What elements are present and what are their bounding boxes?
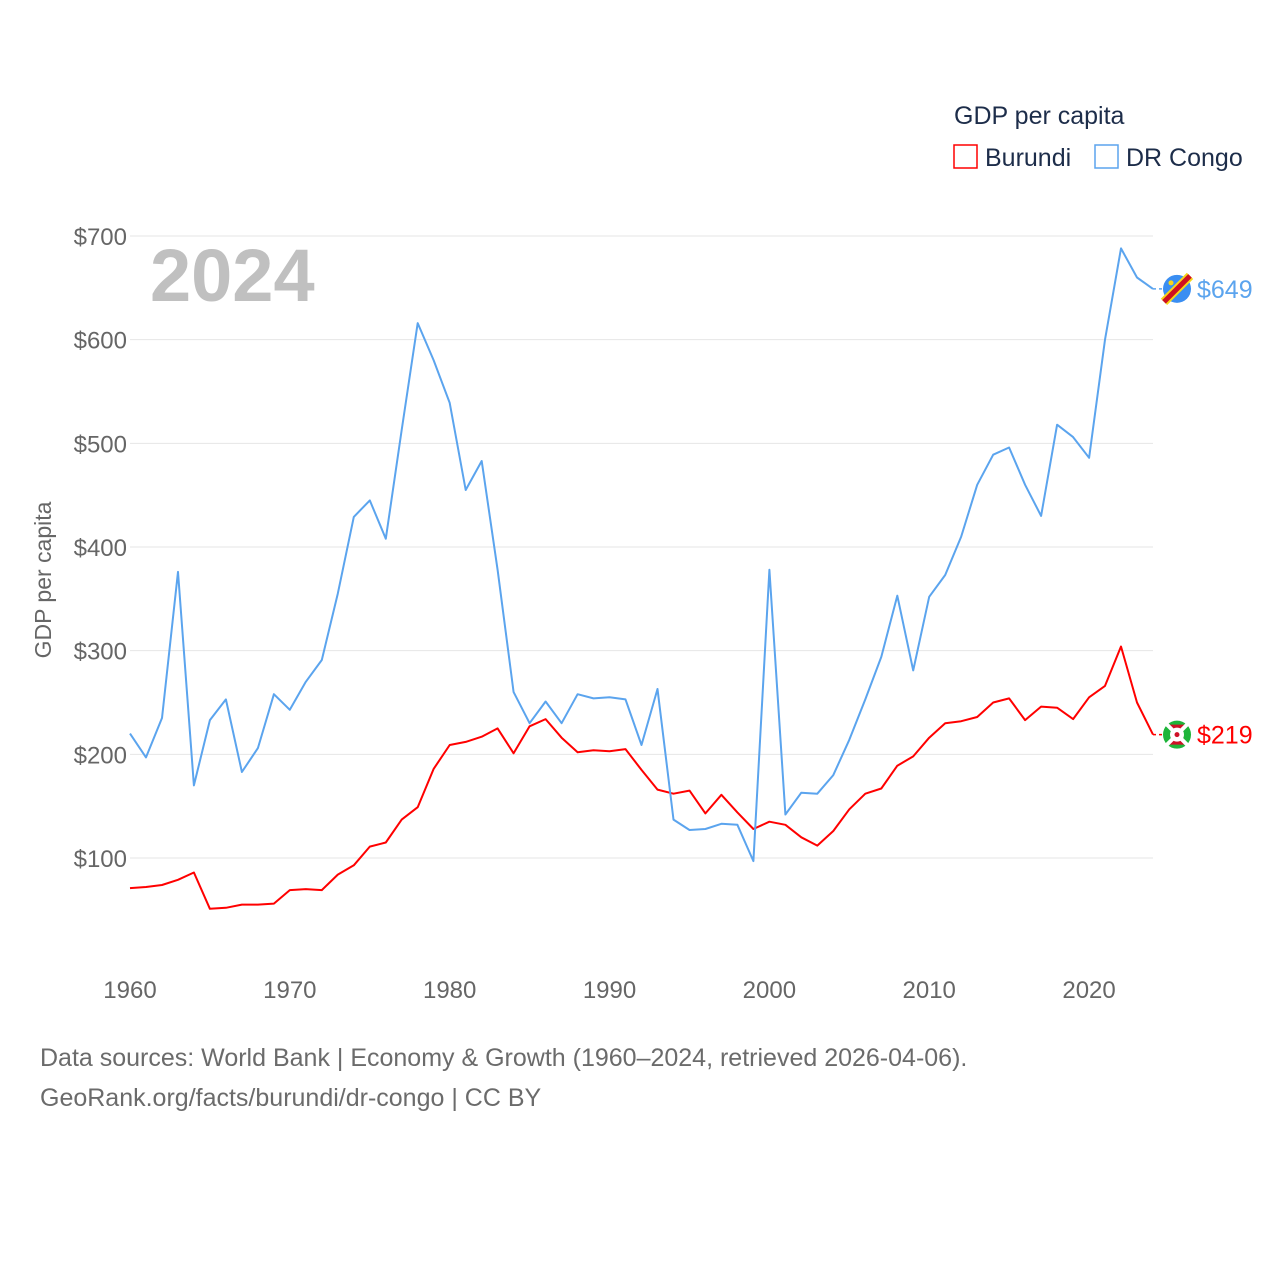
y-tick-label: $100 — [74, 846, 127, 873]
legend: Burundi DR Congo — [953, 144, 1243, 172]
x-axis-ticks: 1960 1970 1980 1990 2000 2010 2020 — [103, 977, 1115, 1004]
y-tick-label: $500 — [74, 431, 127, 458]
dr-congo-flag-icon — [1160, 272, 1194, 306]
y-tick-label: $600 — [74, 328, 127, 355]
series-lines — [129, 247, 1154, 910]
year-overlay: 2024 — [150, 234, 315, 317]
x-tick-label: 1960 — [103, 977, 156, 1004]
y-axis-ticks: $100 $200 $300 $400 $500 $600 $700 — [74, 224, 127, 873]
flag-star — [1168, 280, 1174, 286]
legend-label: DR Congo — [1126, 144, 1243, 172]
end-value-label: $219 — [1197, 722, 1253, 750]
x-tick-label: 1990 — [583, 977, 636, 1004]
source-line: Data sources: World Bank | Economy & Gro… — [40, 1044, 968, 1072]
series-end-markers: $219 $649 — [1153, 272, 1253, 750]
burundi-flag-icon — [1163, 720, 1191, 749]
series-line-burundi — [129, 645, 1154, 910]
y-tick-label: $200 — [74, 742, 127, 769]
legend-label: Burundi — [985, 144, 1071, 172]
x-tick-label: 1970 — [263, 977, 316, 1004]
flag-star — [1174, 732, 1180, 738]
end-value-label: $649 — [1197, 276, 1253, 304]
x-tick-label: 2010 — [903, 977, 956, 1004]
y-axis-label: GDP per capita — [30, 501, 56, 658]
x-tick-label: 1980 — [423, 977, 476, 1004]
legend-title: GDP per capita — [954, 102, 1125, 130]
gridlines — [130, 235, 1153, 859]
y-tick-label: $300 — [74, 639, 127, 666]
legend-swatch — [1094, 144, 1119, 169]
flag-stripe — [1162, 274, 1192, 304]
y-tick-label: $400 — [74, 535, 127, 562]
x-tick-label: 2000 — [743, 977, 796, 1004]
y-tick-label: $700 — [74, 224, 127, 251]
x-tick-label: 2020 — [1062, 977, 1115, 1004]
source-link[interactable]: GeoRank.org/facts/burundi/dr-congo | CC … — [40, 1084, 542, 1112]
legend-swatch — [953, 144, 978, 169]
series-line-dr-congo — [129, 247, 1154, 863]
